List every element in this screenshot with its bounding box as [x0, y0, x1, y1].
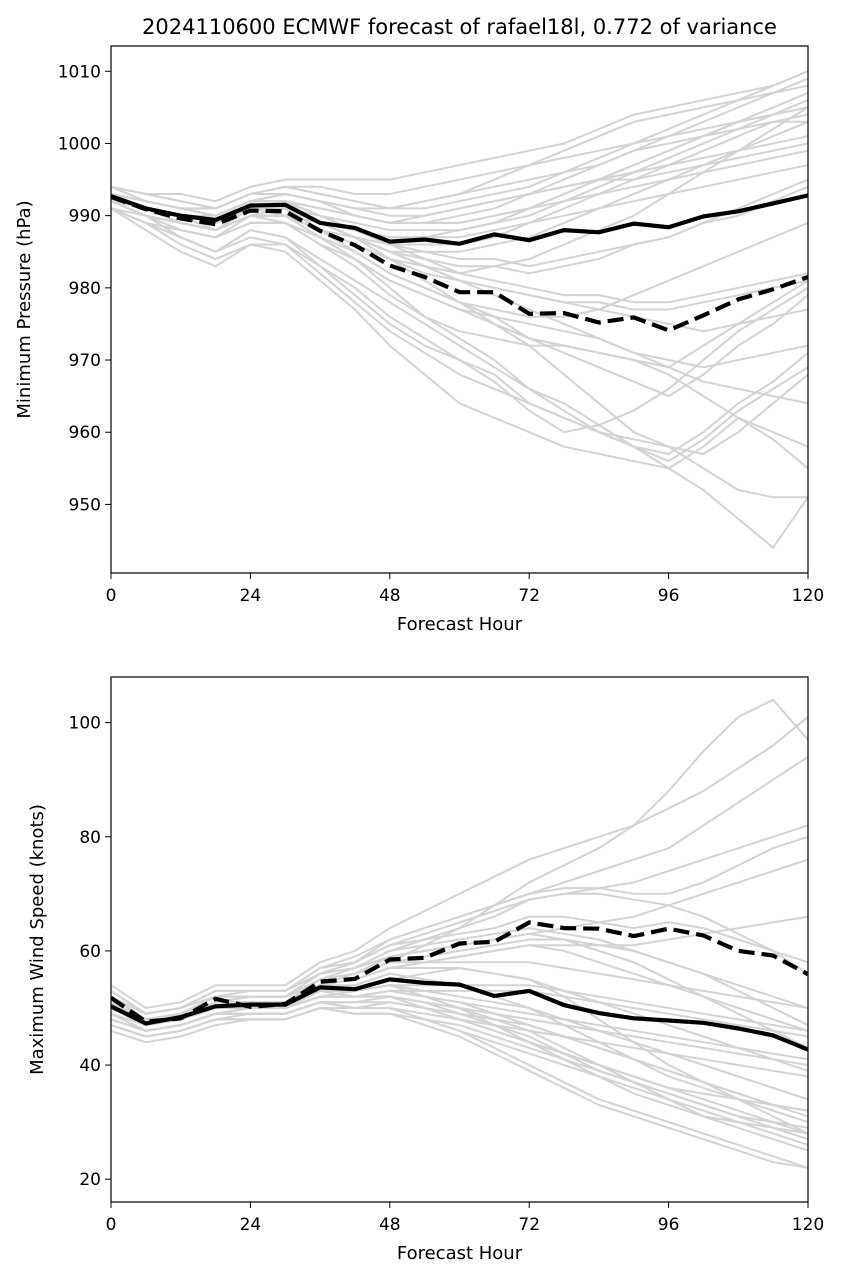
ensemble-member-line-29 [111, 989, 808, 1061]
y-tick-label: 100 [69, 714, 101, 734]
y-tick-label: 990 [69, 207, 101, 227]
ensemble-member-line-33 [111, 164, 808, 239]
ensemble-member-line-4 [111, 207, 808, 550]
x-tick-label: 96 [658, 586, 680, 606]
x-tick-label: 0 [106, 586, 117, 606]
ensemble-member-line-11 [111, 207, 808, 434]
ensemble-member-line-28 [111, 984, 808, 1101]
ensemble-member-line-21 [111, 1006, 808, 1141]
y-tick-label: 40 [79, 1056, 101, 1076]
ensemble-member-line-16 [111, 995, 808, 1129]
axes-frame [110, 676, 809, 1203]
x-tick-label: 48 [379, 1215, 401, 1235]
ensemble-member-line-31 [111, 1007, 808, 1078]
x-tick-label: 96 [658, 1215, 680, 1235]
solid-series-line [111, 193, 808, 246]
ensemble-member-line-23 [111, 989, 808, 1135]
ensemble-member-line-5 [111, 185, 808, 268]
ensemble-member-line-17 [111, 835, 808, 1015]
axes-frame [110, 45, 809, 574]
y-tick-label: 20 [79, 1170, 101, 1190]
ensemble-member-line-25 [111, 142, 808, 224]
panel-1: 0 24 48 72 96 120 950 960 970 980 990 1000 1010 Forec… [14, 15, 824, 635]
x-tick-label: 24 [240, 1215, 262, 1235]
x-tick-label: 72 [518, 1215, 540, 1235]
x-tick-label: 24 [240, 586, 262, 606]
y-tick-label: 1010 [58, 62, 101, 82]
ensemble-member-line-34 [111, 1001, 808, 1169]
y-tick-label: 980 [69, 279, 101, 299]
ensemble-member-line-31 [111, 84, 808, 217]
ensemble-member-line-20 [111, 944, 808, 1032]
x-tick-label: 72 [518, 586, 540, 606]
ensemble-member-line-27 [111, 824, 808, 1015]
ensemble-member-line-1 [111, 698, 808, 1027]
ensemble-member-line-24 [111, 193, 808, 455]
ensemble-member-line-1 [111, 193, 808, 470]
y-tick-label: 80 [79, 828, 101, 848]
ensemble-member-line-9 [111, 70, 808, 203]
ensemble-member-line-34 [111, 106, 808, 210]
panel-2: 0 24 48 72 96 120 20 40 60 80 100 Forecast Hour Maxi… [27, 676, 824, 1264]
y-tick-label: 60 [79, 942, 101, 962]
y-axis-label: Minimum Pressure (hPa) [14, 200, 35, 418]
y-tick-label: 960 [69, 423, 101, 443]
ensemble-member-line-3 [111, 756, 808, 1021]
dashed-series-line [111, 194, 808, 333]
ensemble-member-line-14 [111, 927, 808, 1026]
ensemble-member-line-10 [111, 716, 808, 1010]
ensemble-member-line-17 [111, 207, 808, 463]
y-tick-label: 970 [69, 351, 101, 371]
x-tick-label: 48 [379, 586, 401, 606]
x-axis-label: Forecast Hour [397, 614, 523, 635]
plot-area [111, 70, 808, 550]
chart-title: 2024110600 ECMWF forecast of rafael18l, … [142, 15, 777, 39]
y-tick-label: 1000 [58, 134, 101, 154]
ensemble-member-line-30 [111, 961, 808, 1021]
ensemble-member-line-29 [111, 200, 808, 499]
ensemble-member-line-10 [111, 106, 808, 275]
y-tick-label: 950 [69, 495, 101, 515]
plot-area [111, 698, 808, 1169]
ensemble-member-line-7 [111, 200, 808, 455]
x-tick-label: 0 [106, 1215, 117, 1235]
ensemble-member-line-20 [111, 135, 808, 217]
dashed-series-line [111, 920, 808, 1024]
ensemble-member-line-22 [111, 70, 808, 210]
y-axis-label: Maximum Wind Speed (knots) [27, 804, 48, 1075]
x-axis-label: Forecast Hour [397, 1243, 523, 1264]
ensemble-member-line-18 [111, 193, 808, 304]
x-tick-label: 120 [792, 586, 824, 606]
ensemble-member-line-2 [111, 966, 808, 1135]
x-tick-label: 120 [792, 1215, 824, 1235]
solid-series-line [111, 977, 808, 1052]
ensemble-member-line-23 [111, 207, 808, 318]
